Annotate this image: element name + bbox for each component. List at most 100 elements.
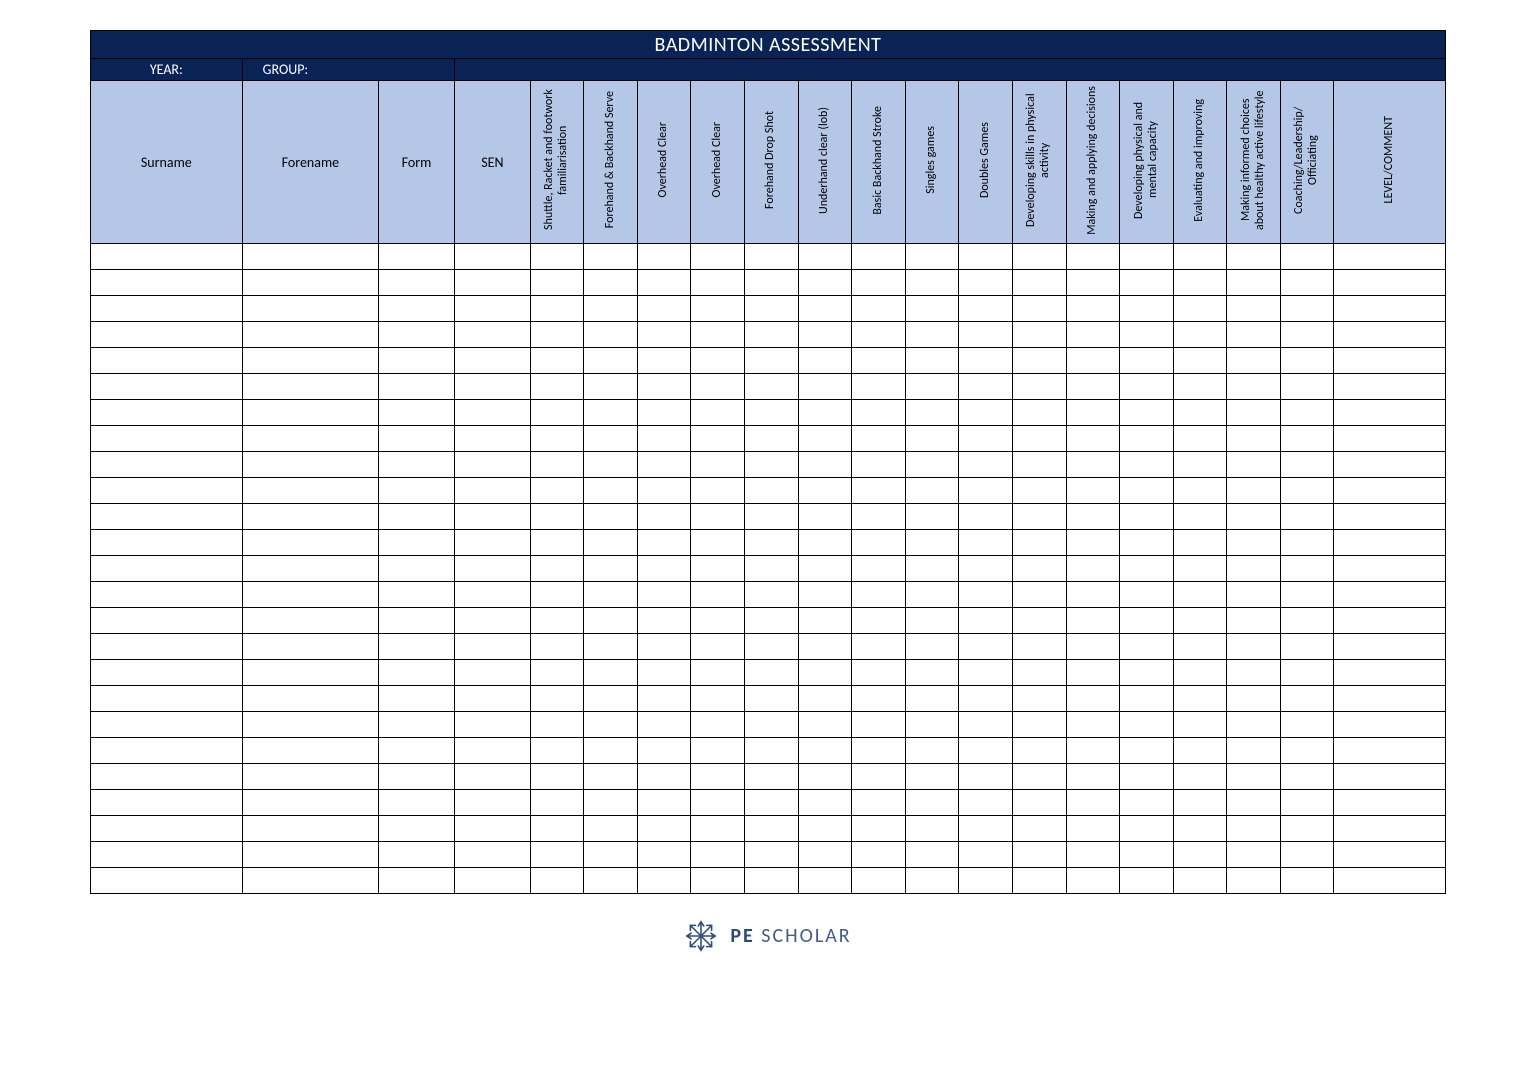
cell[interactable] (1280, 244, 1334, 270)
cell[interactable] (745, 608, 799, 634)
cell[interactable] (637, 582, 691, 608)
cell[interactable] (242, 322, 378, 348)
cell[interactable] (1334, 686, 1446, 712)
cell[interactable] (637, 504, 691, 530)
cell[interactable] (959, 686, 1013, 712)
cell[interactable] (637, 478, 691, 504)
cell[interactable] (691, 790, 745, 816)
cell[interactable] (1012, 322, 1066, 348)
cell[interactable] (584, 270, 638, 296)
cell[interactable] (1334, 400, 1446, 426)
cell[interactable] (530, 712, 584, 738)
cell[interactable] (691, 608, 745, 634)
cell[interactable] (1120, 842, 1174, 868)
cell[interactable] (1066, 582, 1120, 608)
cell[interactable] (691, 634, 745, 660)
cell[interactable] (691, 530, 745, 556)
cell[interactable] (454, 582, 530, 608)
cell[interactable] (584, 842, 638, 868)
cell[interactable] (584, 348, 638, 374)
cell[interactable] (745, 504, 799, 530)
cell[interactable] (379, 296, 455, 322)
cell[interactable] (959, 842, 1013, 868)
cell[interactable] (691, 244, 745, 270)
cell[interactable] (637, 712, 691, 738)
cell[interactable] (637, 634, 691, 660)
cell[interactable] (91, 504, 243, 530)
cell[interactable] (1280, 842, 1334, 868)
cell[interactable] (454, 556, 530, 582)
cell[interactable] (242, 452, 378, 478)
cell[interactable] (1280, 478, 1334, 504)
cell[interactable] (637, 556, 691, 582)
cell[interactable] (745, 296, 799, 322)
cell[interactable] (745, 582, 799, 608)
cell[interactable] (1120, 764, 1174, 790)
cell[interactable] (91, 608, 243, 634)
cell[interactable] (584, 296, 638, 322)
cell[interactable] (637, 296, 691, 322)
cell[interactable] (1280, 530, 1334, 556)
cell[interactable] (1120, 790, 1174, 816)
cell[interactable] (1066, 426, 1120, 452)
cell[interactable] (959, 296, 1013, 322)
cell[interactable] (1012, 608, 1066, 634)
cell[interactable] (1227, 244, 1281, 270)
cell[interactable] (1012, 452, 1066, 478)
cell[interactable] (852, 556, 906, 582)
cell[interactable] (584, 582, 638, 608)
cell[interactable] (691, 270, 745, 296)
cell[interactable] (530, 452, 584, 478)
cell[interactable] (691, 686, 745, 712)
cell[interactable] (242, 686, 378, 712)
cell[interactable] (852, 660, 906, 686)
cell[interactable] (1012, 842, 1066, 868)
cell[interactable] (379, 426, 455, 452)
cell[interactable] (798, 374, 852, 400)
cell[interactable] (1227, 348, 1281, 374)
cell[interactable] (905, 504, 959, 530)
cell[interactable] (1012, 556, 1066, 582)
cell[interactable] (798, 244, 852, 270)
cell[interactable] (1334, 530, 1446, 556)
cell[interactable] (1120, 556, 1174, 582)
cell[interactable] (1012, 686, 1066, 712)
cell[interactable] (1012, 504, 1066, 530)
cell[interactable] (1173, 634, 1227, 660)
cell[interactable] (584, 686, 638, 712)
cell[interactable] (1120, 452, 1174, 478)
cell[interactable] (1227, 712, 1281, 738)
cell[interactable] (1227, 270, 1281, 296)
cell[interactable] (584, 868, 638, 894)
cell[interactable] (584, 322, 638, 348)
cell[interactable] (379, 348, 455, 374)
cell[interactable] (798, 478, 852, 504)
cell[interactable] (530, 582, 584, 608)
cell[interactable] (1334, 296, 1446, 322)
cell[interactable] (1334, 790, 1446, 816)
cell[interactable] (1173, 296, 1227, 322)
cell[interactable] (1120, 478, 1174, 504)
cell[interactable] (242, 660, 378, 686)
cell[interactable] (691, 660, 745, 686)
cell[interactable] (1066, 478, 1120, 504)
cell[interactable] (905, 452, 959, 478)
cell[interactable] (1120, 582, 1174, 608)
cell[interactable] (584, 660, 638, 686)
cell[interactable] (745, 244, 799, 270)
cell[interactable] (584, 712, 638, 738)
cell[interactable] (454, 374, 530, 400)
cell[interactable] (1066, 374, 1120, 400)
cell[interactable] (959, 764, 1013, 790)
cell[interactable] (1280, 504, 1334, 530)
cell[interactable] (1173, 400, 1227, 426)
cell[interactable] (1173, 374, 1227, 400)
cell[interactable] (852, 374, 906, 400)
cell[interactable] (852, 634, 906, 660)
cell[interactable] (1173, 322, 1227, 348)
cell[interactable] (530, 322, 584, 348)
cell[interactable] (530, 816, 584, 842)
cell[interactable] (1173, 452, 1227, 478)
cell[interactable] (852, 296, 906, 322)
cell[interactable] (637, 660, 691, 686)
